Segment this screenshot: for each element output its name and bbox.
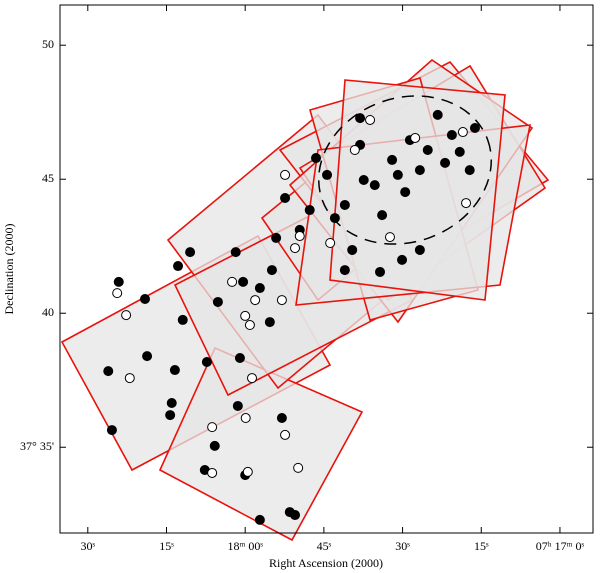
filled-star bbox=[280, 192, 291, 203]
field bbox=[329, 79, 506, 301]
axes: 30ˢ 15ˢ 18ᵐ 00ˢ 45ˢ 30ˢ 15ˢ 07ʰ 17ᵐ 0ˢ 37° 35' 4… bbox=[20, 5, 593, 553]
filled-star bbox=[232, 400, 243, 411]
filled-star bbox=[355, 113, 366, 124]
open-star bbox=[410, 132, 421, 143]
filled-star bbox=[103, 366, 114, 377]
filled-star bbox=[464, 165, 475, 176]
filled-star bbox=[106, 425, 117, 436]
filled-star bbox=[276, 413, 287, 424]
x-tick-label: 18ᵐ 00ˢ bbox=[227, 539, 263, 553]
y-tick-label: 40 bbox=[42, 305, 54, 319]
x-tick-label: 15ˢ bbox=[474, 539, 489, 553]
open-star bbox=[293, 462, 304, 473]
x-axis-label: Right Ascension (2000) bbox=[269, 556, 383, 570]
open-star bbox=[365, 114, 376, 125]
filled-star bbox=[304, 205, 315, 216]
open-star bbox=[112, 288, 123, 299]
filled-star bbox=[311, 153, 322, 164]
filled-star bbox=[230, 247, 241, 258]
filled-star bbox=[369, 180, 380, 191]
open-star bbox=[276, 295, 287, 306]
filled-star bbox=[209, 440, 220, 451]
cluster-ellipse bbox=[317, 95, 493, 245]
filled-star bbox=[422, 144, 433, 155]
filled-star bbox=[238, 276, 249, 287]
field bbox=[158, 346, 364, 542]
filled-star bbox=[397, 254, 408, 265]
filled-star bbox=[254, 514, 265, 525]
filled-star bbox=[387, 154, 398, 165]
filled-star bbox=[166, 398, 177, 409]
x-tick-label: 15ˢ bbox=[159, 539, 174, 553]
filled-star bbox=[375, 266, 386, 277]
filled-star bbox=[165, 410, 176, 421]
filled-star bbox=[414, 244, 425, 255]
filled-star bbox=[469, 123, 480, 134]
open-star bbox=[384, 232, 395, 243]
filled-star bbox=[173, 261, 184, 272]
filled-star bbox=[392, 169, 403, 180]
open-star bbox=[250, 295, 261, 306]
y-tick-label: 37° 35' bbox=[20, 439, 54, 453]
open-star bbox=[280, 169, 291, 180]
open-star bbox=[244, 320, 255, 331]
filled-star bbox=[329, 213, 340, 224]
filled-star bbox=[440, 157, 451, 168]
open-star bbox=[461, 198, 472, 209]
survey-fields bbox=[60, 58, 550, 542]
open-star bbox=[294, 231, 305, 242]
filled-star bbox=[339, 265, 350, 276]
open-star bbox=[240, 413, 251, 424]
filled-star bbox=[339, 199, 350, 210]
filled-star bbox=[234, 352, 245, 363]
filled-star bbox=[446, 129, 457, 140]
filled-star bbox=[322, 169, 333, 180]
open-star bbox=[290, 243, 301, 254]
y-axis-label: Declination (2000) bbox=[2, 224, 16, 315]
filled-star bbox=[177, 314, 188, 325]
plot-frame bbox=[59, 4, 594, 534]
filled-star bbox=[139, 294, 150, 305]
open-star bbox=[227, 276, 238, 287]
filled-star bbox=[266, 265, 277, 276]
filled-star bbox=[254, 283, 265, 294]
filled-star bbox=[432, 109, 443, 120]
open-star bbox=[247, 373, 258, 384]
y-tick-label: 45 bbox=[42, 171, 54, 185]
filled-star bbox=[454, 146, 465, 157]
y-tick-label: 50 bbox=[42, 37, 54, 51]
filled-star bbox=[358, 175, 369, 186]
x-tick-label: 07ʰ 17ᵐ 0ˢ bbox=[536, 539, 585, 553]
open-star bbox=[240, 310, 251, 321]
open-star bbox=[207, 422, 218, 433]
markers bbox=[103, 109, 480, 525]
filled-star bbox=[212, 296, 223, 307]
filled-star bbox=[264, 317, 275, 328]
x-tick-label: 30ˢ bbox=[395, 539, 410, 553]
filled-star bbox=[113, 276, 124, 287]
filled-star bbox=[142, 351, 153, 362]
filled-star bbox=[377, 210, 388, 221]
open-star bbox=[207, 467, 218, 478]
open-star bbox=[121, 310, 132, 321]
open-star bbox=[349, 144, 360, 155]
filled-star bbox=[169, 365, 180, 376]
x-tick-label: 30ˢ bbox=[81, 539, 96, 553]
filled-star bbox=[400, 187, 411, 198]
open-star bbox=[457, 127, 468, 138]
filled-star bbox=[347, 244, 358, 255]
filled-star bbox=[271, 232, 282, 243]
open-star bbox=[325, 238, 336, 249]
filled-star bbox=[414, 165, 425, 176]
open-star bbox=[124, 373, 135, 384]
x-tick-label: 45ˢ bbox=[317, 539, 332, 553]
open-star bbox=[280, 429, 291, 440]
open-star bbox=[242, 466, 253, 477]
filled-star bbox=[290, 510, 301, 521]
filled-star bbox=[201, 357, 212, 368]
filled-star bbox=[185, 247, 196, 258]
